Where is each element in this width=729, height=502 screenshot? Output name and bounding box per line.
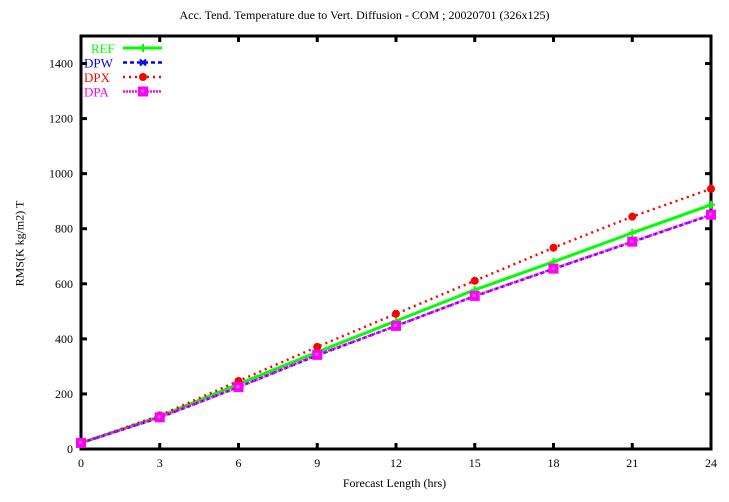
y-tick-label: 1200 bbox=[49, 112, 73, 126]
x-tick-label: 18 bbox=[548, 456, 560, 470]
x-tick-label: 15 bbox=[469, 456, 481, 470]
y-tick-label: 800 bbox=[55, 222, 73, 236]
y-tick-label: 600 bbox=[55, 277, 73, 291]
series-dpa bbox=[76, 209, 716, 448]
y-tick-label: 400 bbox=[55, 332, 73, 346]
legend-item-dpw: DPW bbox=[84, 56, 162, 71]
x-tick-label: 24 bbox=[705, 456, 717, 470]
x-tick-label: 0 bbox=[78, 456, 84, 470]
series-dpx bbox=[77, 184, 715, 447]
legend-item-dpx: DPX bbox=[84, 70, 162, 85]
y-tick-label: 1400 bbox=[49, 57, 73, 71]
y-tick-label: 200 bbox=[55, 387, 73, 401]
plot-frame bbox=[79, 34, 713, 451]
x-tick-label: 12 bbox=[390, 456, 402, 470]
x-tick-label: 9 bbox=[314, 456, 320, 470]
legend-item-dpa: DPA bbox=[84, 85, 162, 100]
x-tick-label: 6 bbox=[236, 456, 242, 470]
x-axis-label: Forecast Length (hrs) bbox=[342, 476, 447, 490]
y-tick-label: 1000 bbox=[49, 167, 73, 181]
chart-title: Acc. Tend. Temperature due to Vert. Diff… bbox=[179, 8, 550, 22]
legend-label: REF bbox=[91, 41, 115, 56]
x-tick-label: 21 bbox=[626, 456, 638, 470]
legend-label: DPX bbox=[84, 70, 111, 85]
legend-item-ref: REF bbox=[91, 41, 162, 56]
legend-label: DPW bbox=[84, 56, 114, 71]
x-tick-label: 3 bbox=[157, 456, 163, 470]
y-tick-label: 0 bbox=[67, 442, 73, 456]
legend-label: DPA bbox=[84, 85, 109, 100]
